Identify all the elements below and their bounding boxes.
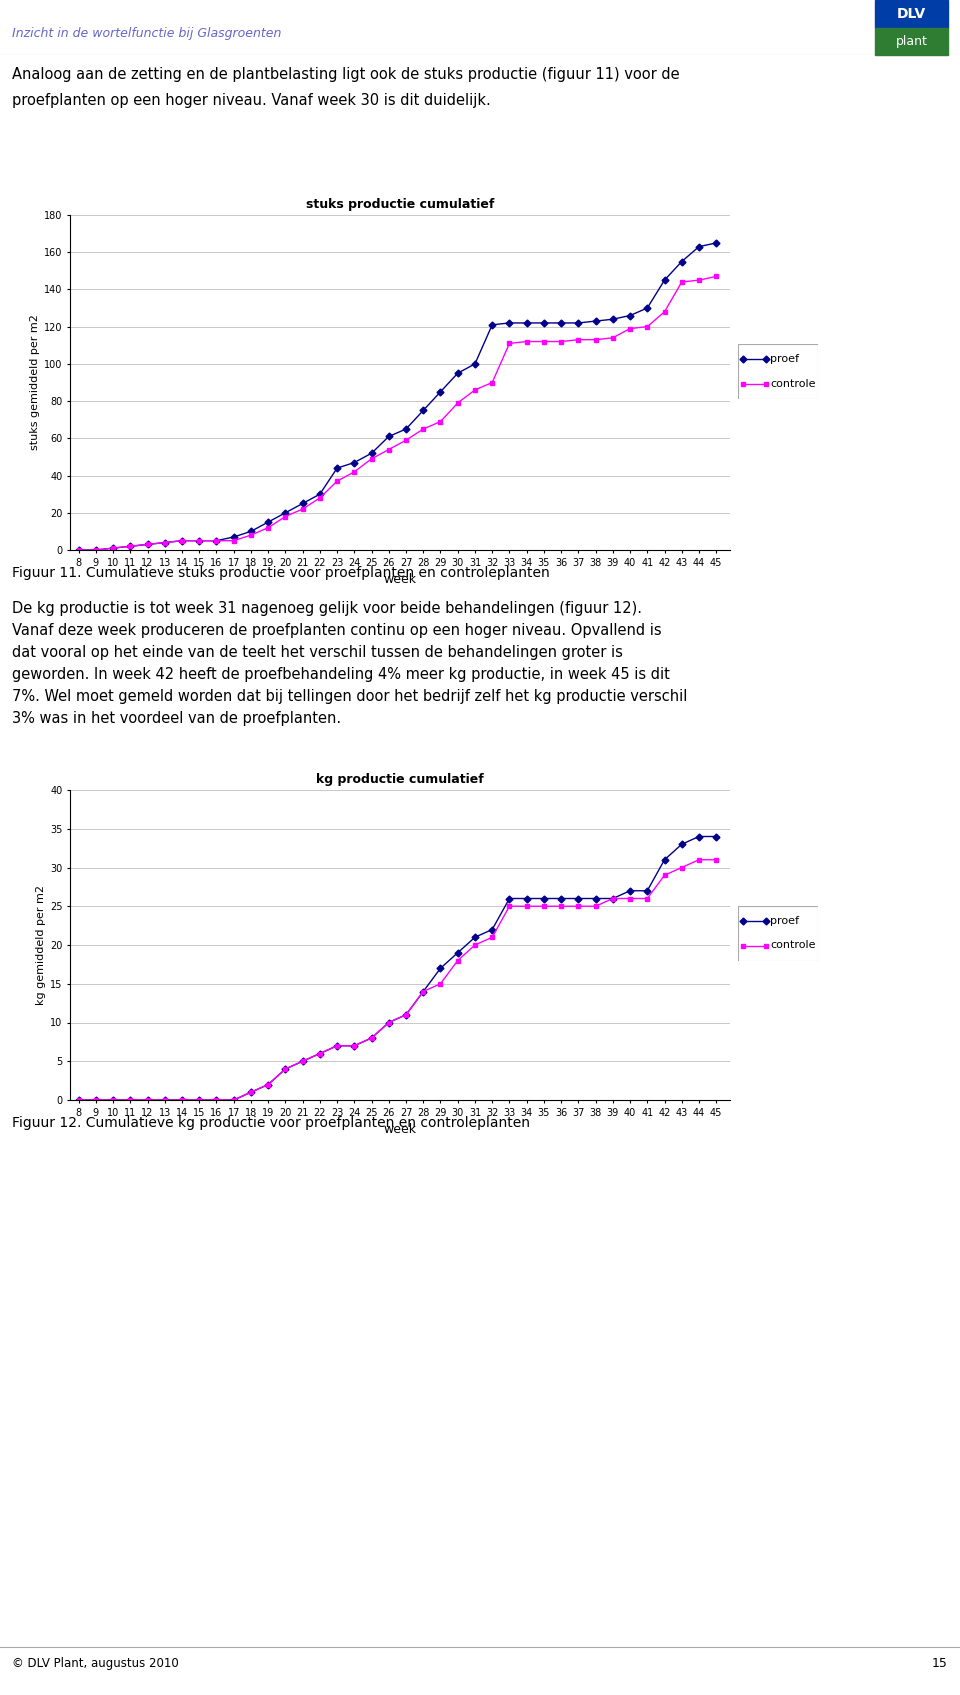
- Text: Figuur 12. Cumulatieve kg productie voor proefplanten en controleplanten: Figuur 12. Cumulatieve kg productie voor…: [12, 1115, 530, 1131]
- Text: plant: plant: [896, 36, 927, 47]
- Title: kg productie cumulatief: kg productie cumulatief: [316, 773, 484, 786]
- Text: proefplanten op een hoger niveau. Vanaf week 30 is dit duidelijk.: proefplanten op een hoger niveau. Vanaf …: [12, 93, 491, 108]
- Text: geworden. In week 42 heeft de proefbehandeling 4% meer kg productie, in week 45 : geworden. In week 42 heeft de proefbehan…: [12, 668, 670, 681]
- Text: DLV: DLV: [897, 7, 926, 20]
- Bar: [875, 0, 948, 27]
- Text: Analoog aan de zetting en de plantbelasting ligt ook de stuks productie (figuur : Analoog aan de zetting en de plantbelast…: [12, 68, 680, 81]
- Text: proef: proef: [770, 915, 799, 925]
- Text: controle: controle: [770, 941, 815, 951]
- Text: De kg productie is tot week 31 nagenoeg gelijk voor beide behandelingen (figuur : De kg productie is tot week 31 nagenoeg …: [12, 602, 642, 615]
- Text: Vanaf deze week produceren de proefplanten continu op een hoger niveau. Opvallen: Vanaf deze week produceren de proefplant…: [12, 624, 661, 637]
- Text: dat vooral op het einde van de teelt het verschil tussen de behandelingen groter: dat vooral op het einde van de teelt het…: [12, 646, 623, 659]
- Text: 15: 15: [932, 1658, 948, 1670]
- Text: 3% was in het voordeel van de proefplanten.: 3% was in het voordeel van de proefplant…: [12, 710, 341, 725]
- Text: Figuur 11. Cumulatieve stuks productie voor proefplanten en controleplanten: Figuur 11. Cumulatieve stuks productie v…: [12, 566, 550, 580]
- X-axis label: week: week: [383, 1124, 417, 1136]
- Bar: [875, 27, 948, 54]
- Text: controle: controle: [770, 380, 815, 390]
- Text: proef: proef: [770, 354, 799, 364]
- Y-axis label: stuks gemiddeld per m2: stuks gemiddeld per m2: [30, 315, 39, 451]
- Title: stuks productie cumulatief: stuks productie cumulatief: [306, 198, 494, 212]
- Y-axis label: kg gemiddeld per m2: kg gemiddeld per m2: [36, 885, 46, 1005]
- X-axis label: week: week: [383, 573, 417, 586]
- Text: 7%. Wel moet gemeld worden dat bij tellingen door het bedrijf zelf het kg produc: 7%. Wel moet gemeld worden dat bij telli…: [12, 688, 687, 703]
- Text: Inzicht in de wortelfunctie bij Glasgroenten: Inzicht in de wortelfunctie bij Glasgroe…: [12, 27, 281, 39]
- Text: © DLV Plant, augustus 2010: © DLV Plant, augustus 2010: [12, 1658, 179, 1670]
